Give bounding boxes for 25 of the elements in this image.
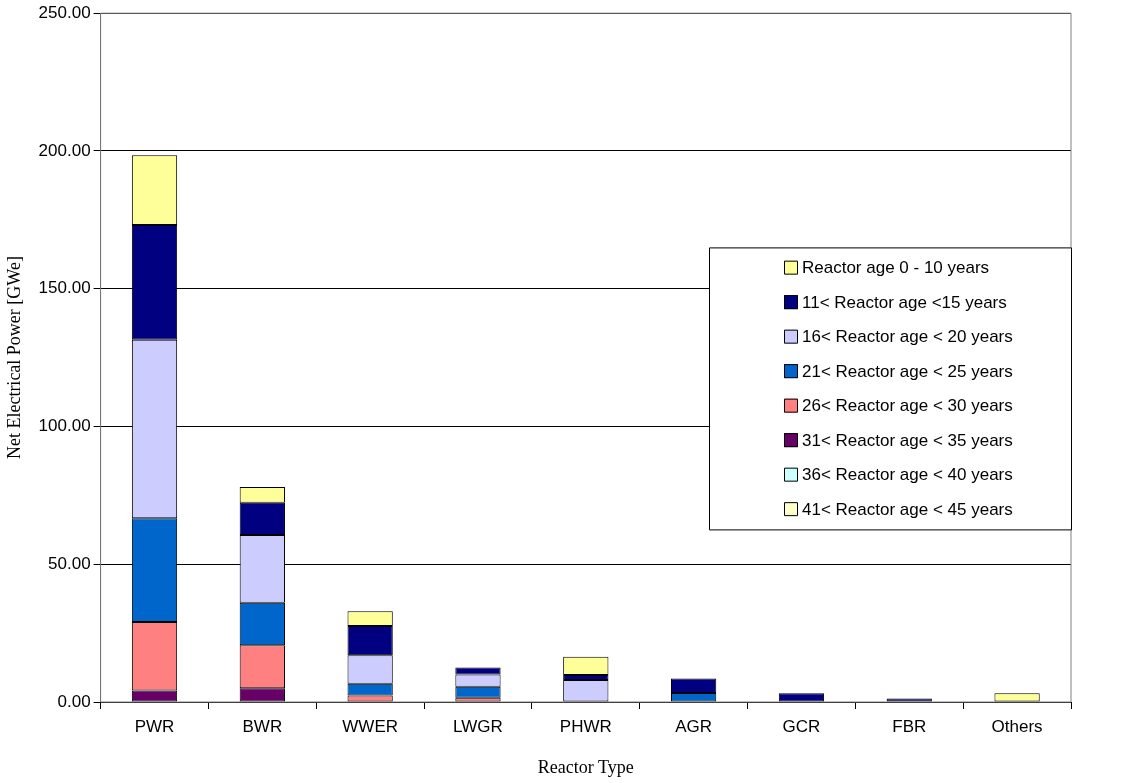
x-tick-label: GCR	[782, 716, 821, 736]
legend-label: 26< Reactor age < 30 years	[802, 396, 1013, 416]
legend-label: 41< Reactor age < 45 years	[802, 499, 1013, 519]
x-tick-label: PHWR	[559, 716, 612, 736]
x-tick-label: LWGR	[453, 716, 503, 736]
x-tick-label: BWR	[242, 716, 283, 736]
legend-label: 31< Reactor age < 35 years	[802, 430, 1013, 450]
legend-label: 36< Reactor age < 40 years	[802, 465, 1013, 485]
x-axis-title: Reactor Type	[537, 756, 634, 777]
y-tick-label: 50.00	[48, 553, 91, 573]
legend-label: 11< Reactor age <15 years	[802, 292, 1007, 312]
y-tick-label: 250.00	[38, 2, 91, 22]
x-tick-label: FBR	[892, 716, 927, 736]
y-tick-label: 150.00	[38, 278, 91, 298]
x-tick-label: AGR	[675, 716, 713, 736]
legend-label: 16< Reactor age < 20 years	[802, 327, 1013, 347]
y-tick-label: 0.00	[57, 691, 91, 711]
y-tick-label: 100.00	[38, 416, 91, 436]
y-axis-title: Net Electrical Power [GWe]	[3, 256, 24, 460]
legend-label: 21< Reactor age < 25 years	[802, 361, 1013, 381]
y-tick-label: 200.00	[38, 140, 91, 160]
legend-label: Reactor age 0 - 10 years	[802, 258, 990, 278]
x-tick-label: Others	[991, 716, 1043, 736]
x-tick-label: PWR	[134, 716, 175, 736]
x-tick-label: WWER	[342, 716, 399, 736]
